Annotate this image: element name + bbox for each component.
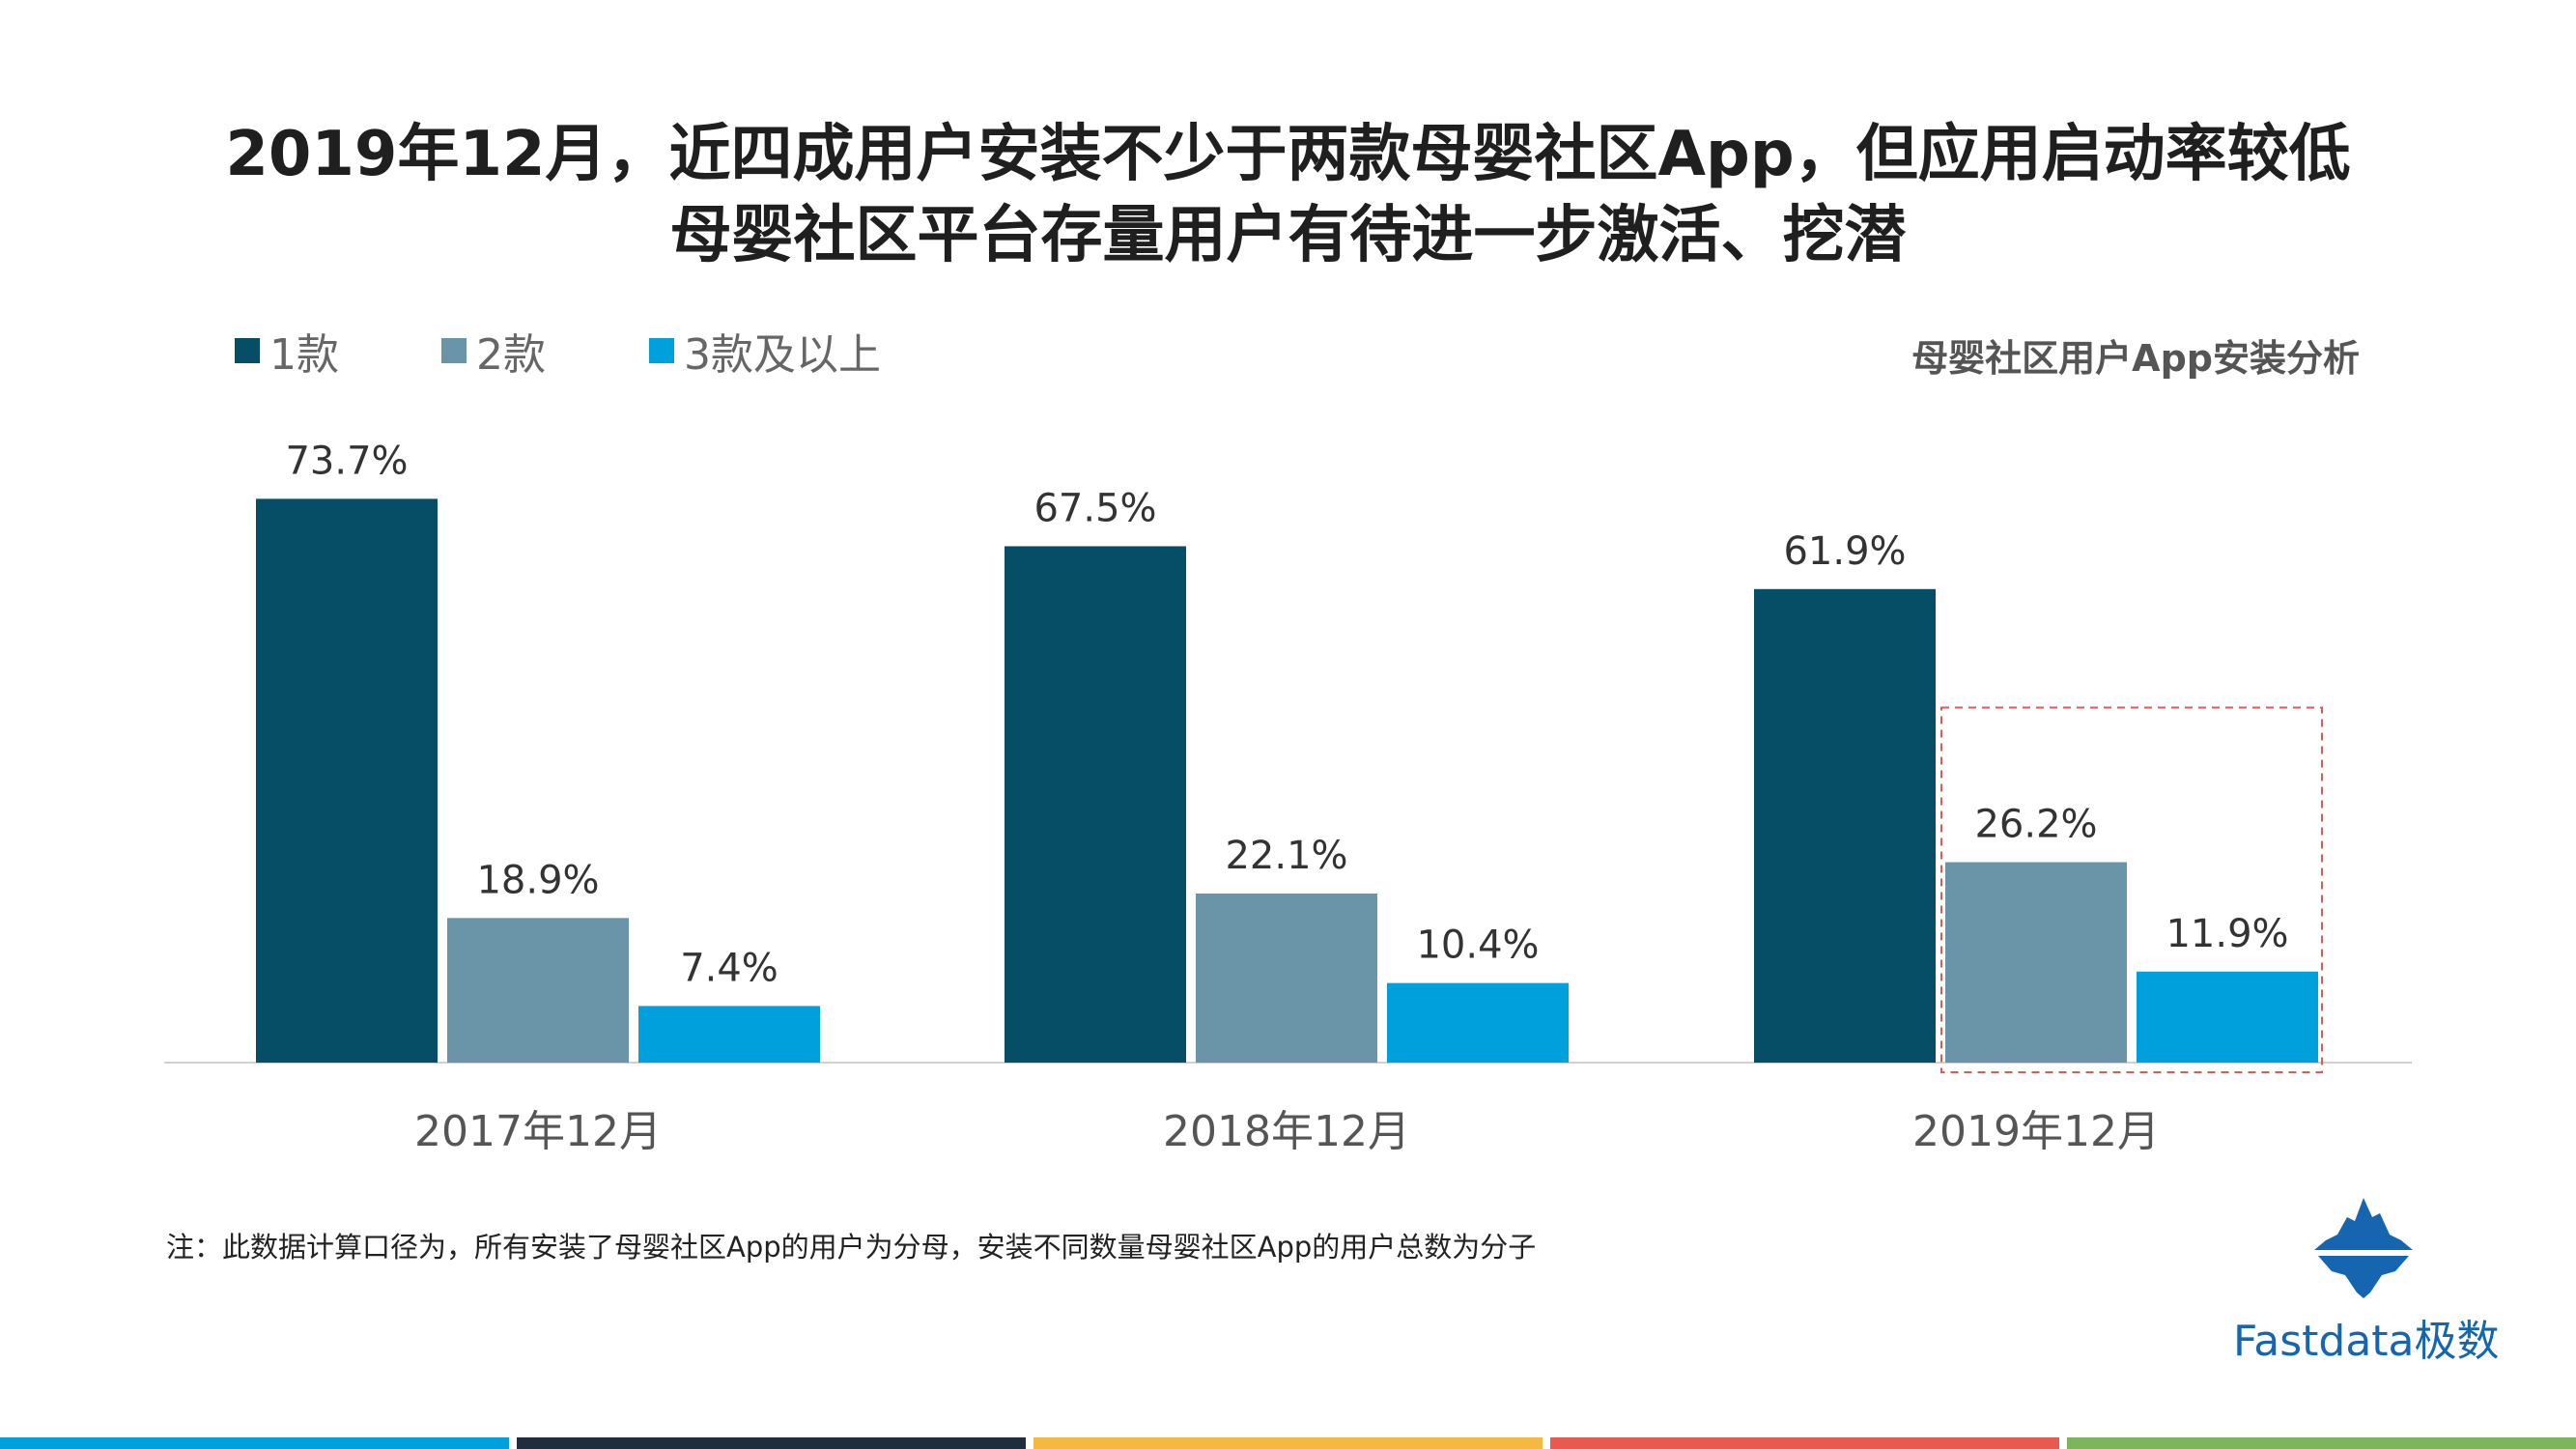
footnote: 注：此数据计算口径为，所有安装了母婴社区App的用户为分母，安装不同数量母婴社区… bbox=[166, 1231, 1537, 1264]
data-label: 73.7% bbox=[285, 439, 408, 483]
data-label: 11.9% bbox=[2166, 912, 2288, 956]
data-label: 7.4% bbox=[680, 946, 778, 990]
legend-swatch bbox=[235, 338, 260, 363]
bar-1-3 bbox=[1754, 588, 1936, 1063]
brand-name: Fastdata极数 bbox=[2233, 1317, 2500, 1366]
legend-label: 1款 bbox=[269, 330, 339, 380]
bar-1-1 bbox=[256, 498, 438, 1063]
x-tick-label: 2018年12月 bbox=[1163, 1107, 1410, 1156]
title-block: 2019年12月，近四成用户安装不少于两款母婴社区App，但应用启动率较低 母婴… bbox=[0, 114, 2576, 276]
x-tick-label: 2017年12月 bbox=[414, 1107, 662, 1156]
bar-3-3 bbox=[2137, 971, 2318, 1063]
footer-segment bbox=[0, 1437, 509, 1449]
footer-color-bar bbox=[0, 1437, 2576, 1449]
bar-2-2 bbox=[1196, 893, 1377, 1063]
legend-swatch bbox=[649, 338, 674, 363]
x-tick-label: 2019年12月 bbox=[1912, 1107, 2160, 1156]
footer-segment bbox=[2067, 1437, 2576, 1449]
legend-item-2: 2款 bbox=[441, 324, 546, 380]
data-label: 61.9% bbox=[1783, 529, 1906, 574]
data-label: 67.5% bbox=[1033, 486, 1156, 530]
legend-label: 3款及以上 bbox=[684, 330, 881, 380]
data-label: 26.2% bbox=[1974, 803, 2097, 847]
bar-3-2 bbox=[1387, 982, 1569, 1063]
page-title-line-2: 母婴社区平台存量用户有待进一步激活、挖潜 bbox=[669, 200, 1907, 271]
brand-logo: Fastdata极数 bbox=[2233, 1198, 2500, 1372]
data-label: 22.1% bbox=[1225, 834, 1347, 878]
data-label: 18.9% bbox=[476, 858, 599, 902]
page-title-line-1: 2019年12月，近四成用户安装不少于两款母婴社区App，但应用启动率较低 bbox=[225, 119, 2351, 190]
legend-item-1: 1款 bbox=[235, 324, 339, 380]
footer-segment bbox=[1033, 1437, 1543, 1449]
legend-swatch bbox=[441, 338, 467, 363]
bar-1-2 bbox=[1005, 546, 1186, 1063]
data-label: 10.4% bbox=[1416, 923, 1539, 968]
highlight-box bbox=[1940, 706, 2323, 1074]
bar-2-3 bbox=[1945, 862, 2127, 1063]
bar-chart: 73.7% 18.9% 7.4% 2017年12月 67.5% 22.1% 10.4% 201… bbox=[164, 439, 2412, 1156]
legend-label: 2款 bbox=[476, 330, 546, 380]
bar-2-1 bbox=[447, 918, 629, 1063]
footer-segment bbox=[1550, 1437, 2059, 1449]
footer-segment bbox=[517, 1437, 1026, 1449]
bar-3-1 bbox=[638, 1006, 820, 1063]
chart-subtitle: 母婴社区用户App安装分析 bbox=[1911, 337, 2360, 380]
legend-item-3: 3款及以上 bbox=[649, 324, 881, 380]
iceberg-icon bbox=[2314, 1198, 2413, 1298]
